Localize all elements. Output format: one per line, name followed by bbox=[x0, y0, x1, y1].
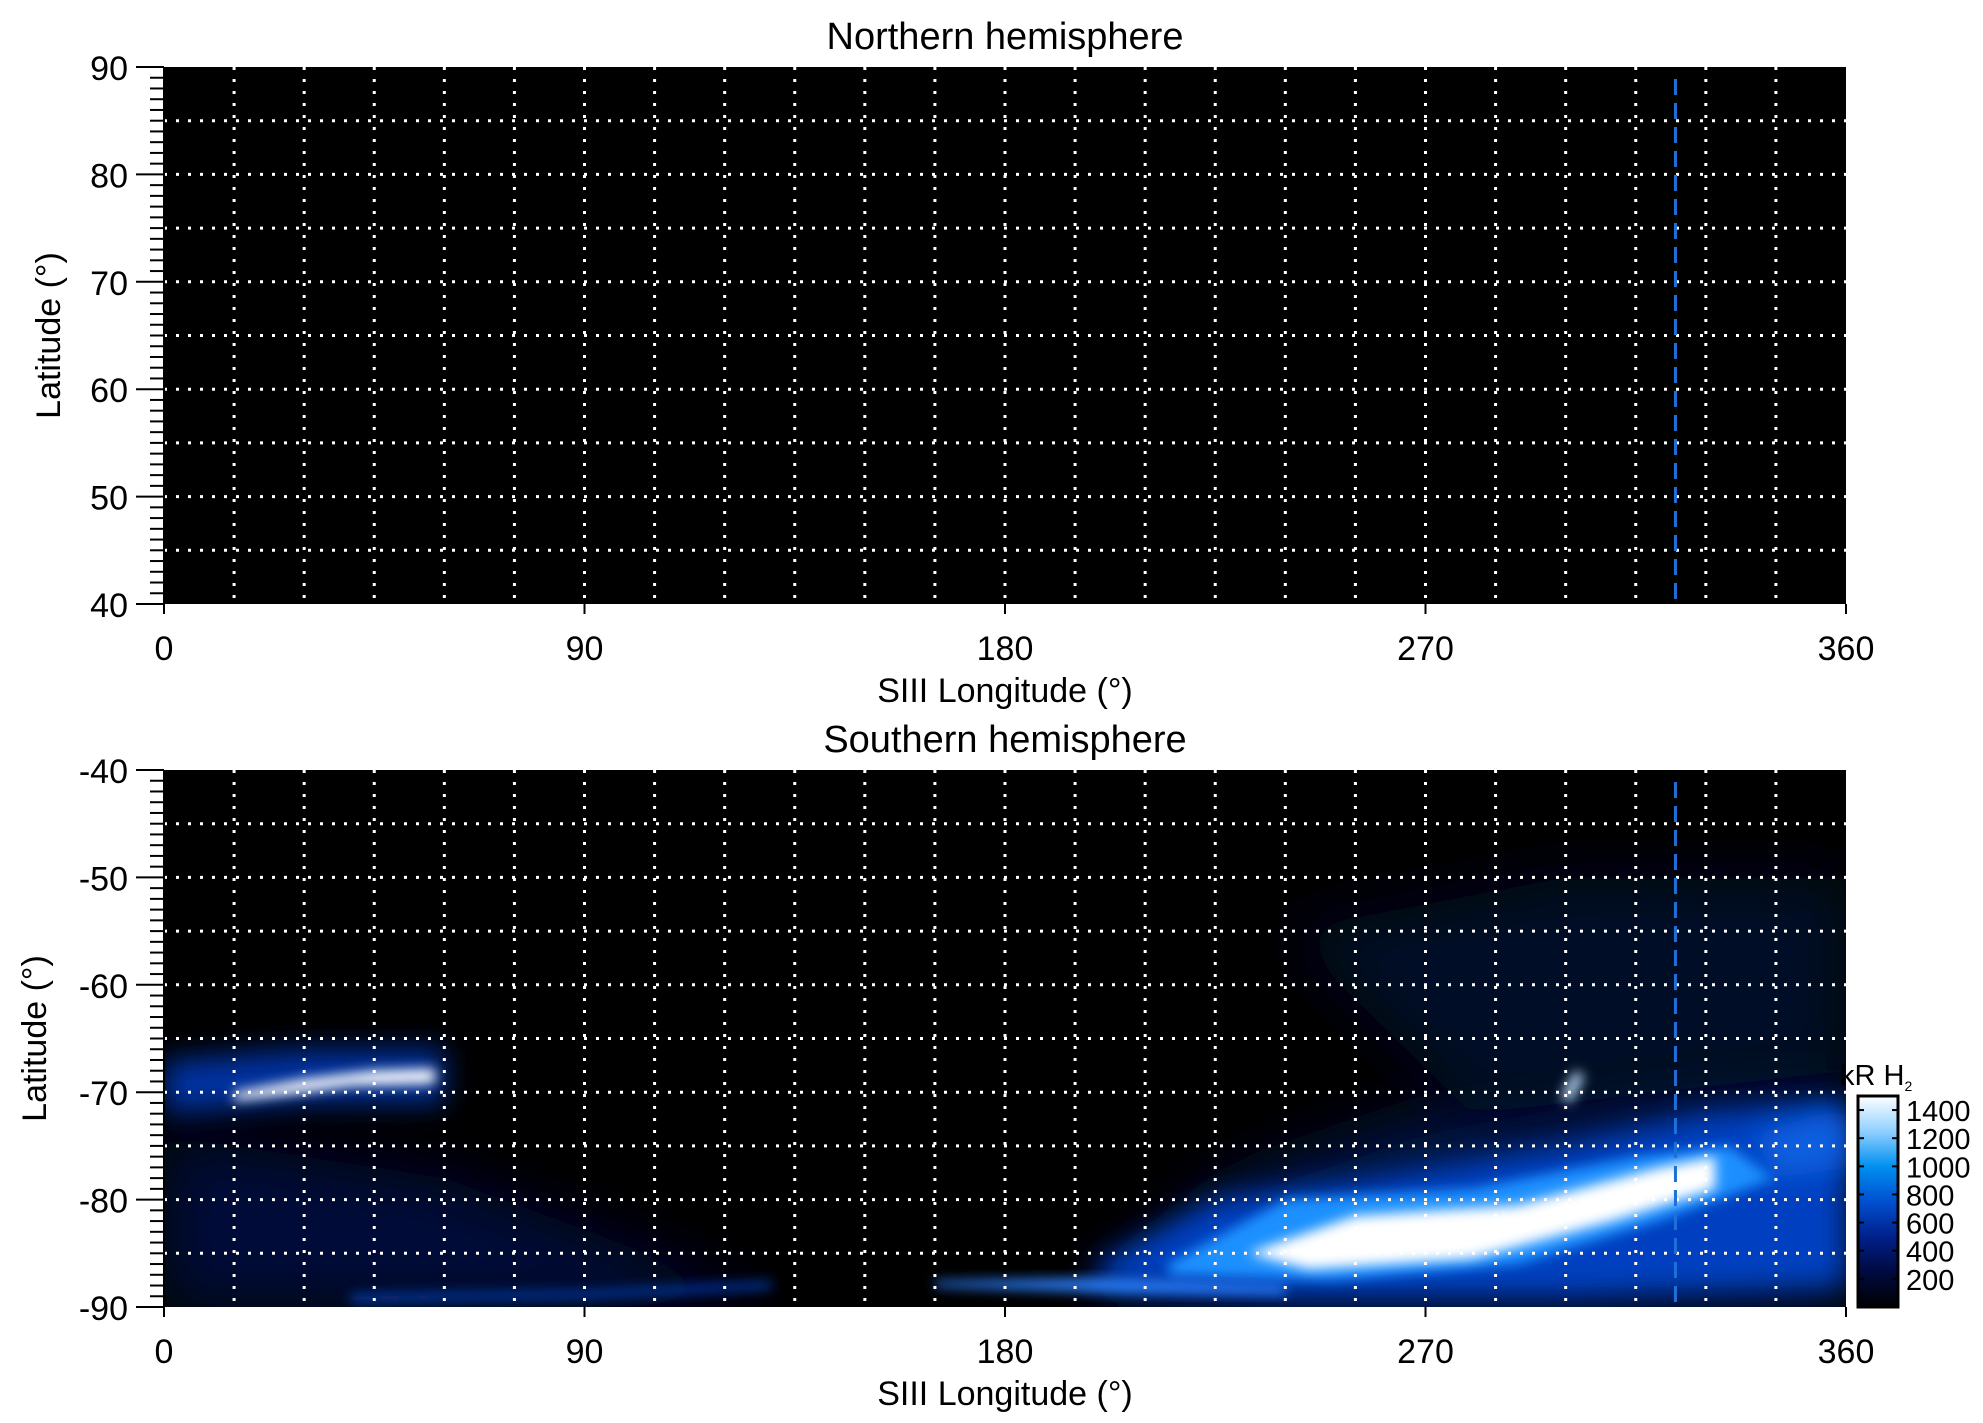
colorbar-tick-label: 1000 bbox=[1906, 1152, 1971, 1184]
y-axis-label: Latitude (°) bbox=[16, 955, 54, 1122]
colorbar-tick-label: 800 bbox=[1906, 1180, 1954, 1212]
x-axis-label: SIII Longitude (°) bbox=[877, 1375, 1133, 1413]
haze bbox=[1285, 877, 1846, 1114]
colorbar-label-subscript: 2 bbox=[1904, 1078, 1912, 1094]
x-tick-label: 90 bbox=[566, 1333, 604, 1371]
colorbar-tick-label: 1400 bbox=[1906, 1096, 1971, 1128]
x-tick-label: 0 bbox=[155, 630, 174, 668]
x-tick-label: 270 bbox=[1397, 630, 1454, 668]
x-tick-label: 360 bbox=[1818, 1333, 1875, 1371]
colorbar-tick-label: 200 bbox=[1906, 1265, 1954, 1297]
y-tick-label: 80 bbox=[90, 157, 128, 195]
streak bbox=[934, 1278, 1286, 1295]
x-axis-label: SIII Longitude (°) bbox=[877, 672, 1133, 710]
colorbar-label: kR H2 bbox=[1840, 1060, 1912, 1094]
haze bbox=[164, 1135, 772, 1307]
y-tick-label: 60 bbox=[90, 372, 128, 410]
colorbar-tick-label: 600 bbox=[1906, 1209, 1954, 1241]
main-oval-bright bbox=[1248, 1156, 1716, 1270]
y-tick-label: -90 bbox=[79, 1290, 128, 1328]
panel-northern: 90 80 70 60 50 40 0 90 180 270 360 SIII Longitude (… bbox=[30, 16, 1874, 710]
x-tick-label: 360 bbox=[1818, 630, 1875, 668]
colorbar-tick-label: 1200 bbox=[1906, 1124, 1971, 1156]
x-tick-label: 270 bbox=[1397, 1333, 1454, 1371]
y-tick-label: 40 bbox=[90, 587, 128, 625]
y-tick-label: -80 bbox=[79, 1183, 128, 1221]
streak bbox=[350, 1281, 772, 1303]
y-tick-label: -50 bbox=[79, 860, 128, 898]
y-tick-label: -70 bbox=[79, 1075, 128, 1113]
x-tick-label: 90 bbox=[566, 630, 604, 668]
y-tick-label: -40 bbox=[79, 753, 128, 791]
x-tick-label: 180 bbox=[977, 630, 1034, 668]
panel-southern: -40 -50 -60 -70 -80 -90 0 90 180 270 360 SIII Longi… bbox=[16, 719, 1971, 1413]
y-tick-label: 50 bbox=[90, 480, 128, 518]
y-tick-label: 90 bbox=[90, 50, 128, 88]
y-tick-label: 70 bbox=[90, 265, 128, 303]
x-tick-label: 180 bbox=[977, 1333, 1034, 1371]
panel-title: Northern hemisphere bbox=[827, 16, 1184, 58]
x-tick-label: 0 bbox=[155, 1333, 174, 1371]
colorbar-tick-label: 400 bbox=[1906, 1237, 1954, 1269]
panel-title: Southern hemisphere bbox=[823, 719, 1186, 761]
oval-segment bbox=[1752, 1113, 1846, 1179]
y-axis-label: Latitude (°) bbox=[30, 252, 68, 419]
colorbar-gradient bbox=[1856, 1094, 1900, 1309]
y-tick-label: -60 bbox=[79, 968, 128, 1006]
